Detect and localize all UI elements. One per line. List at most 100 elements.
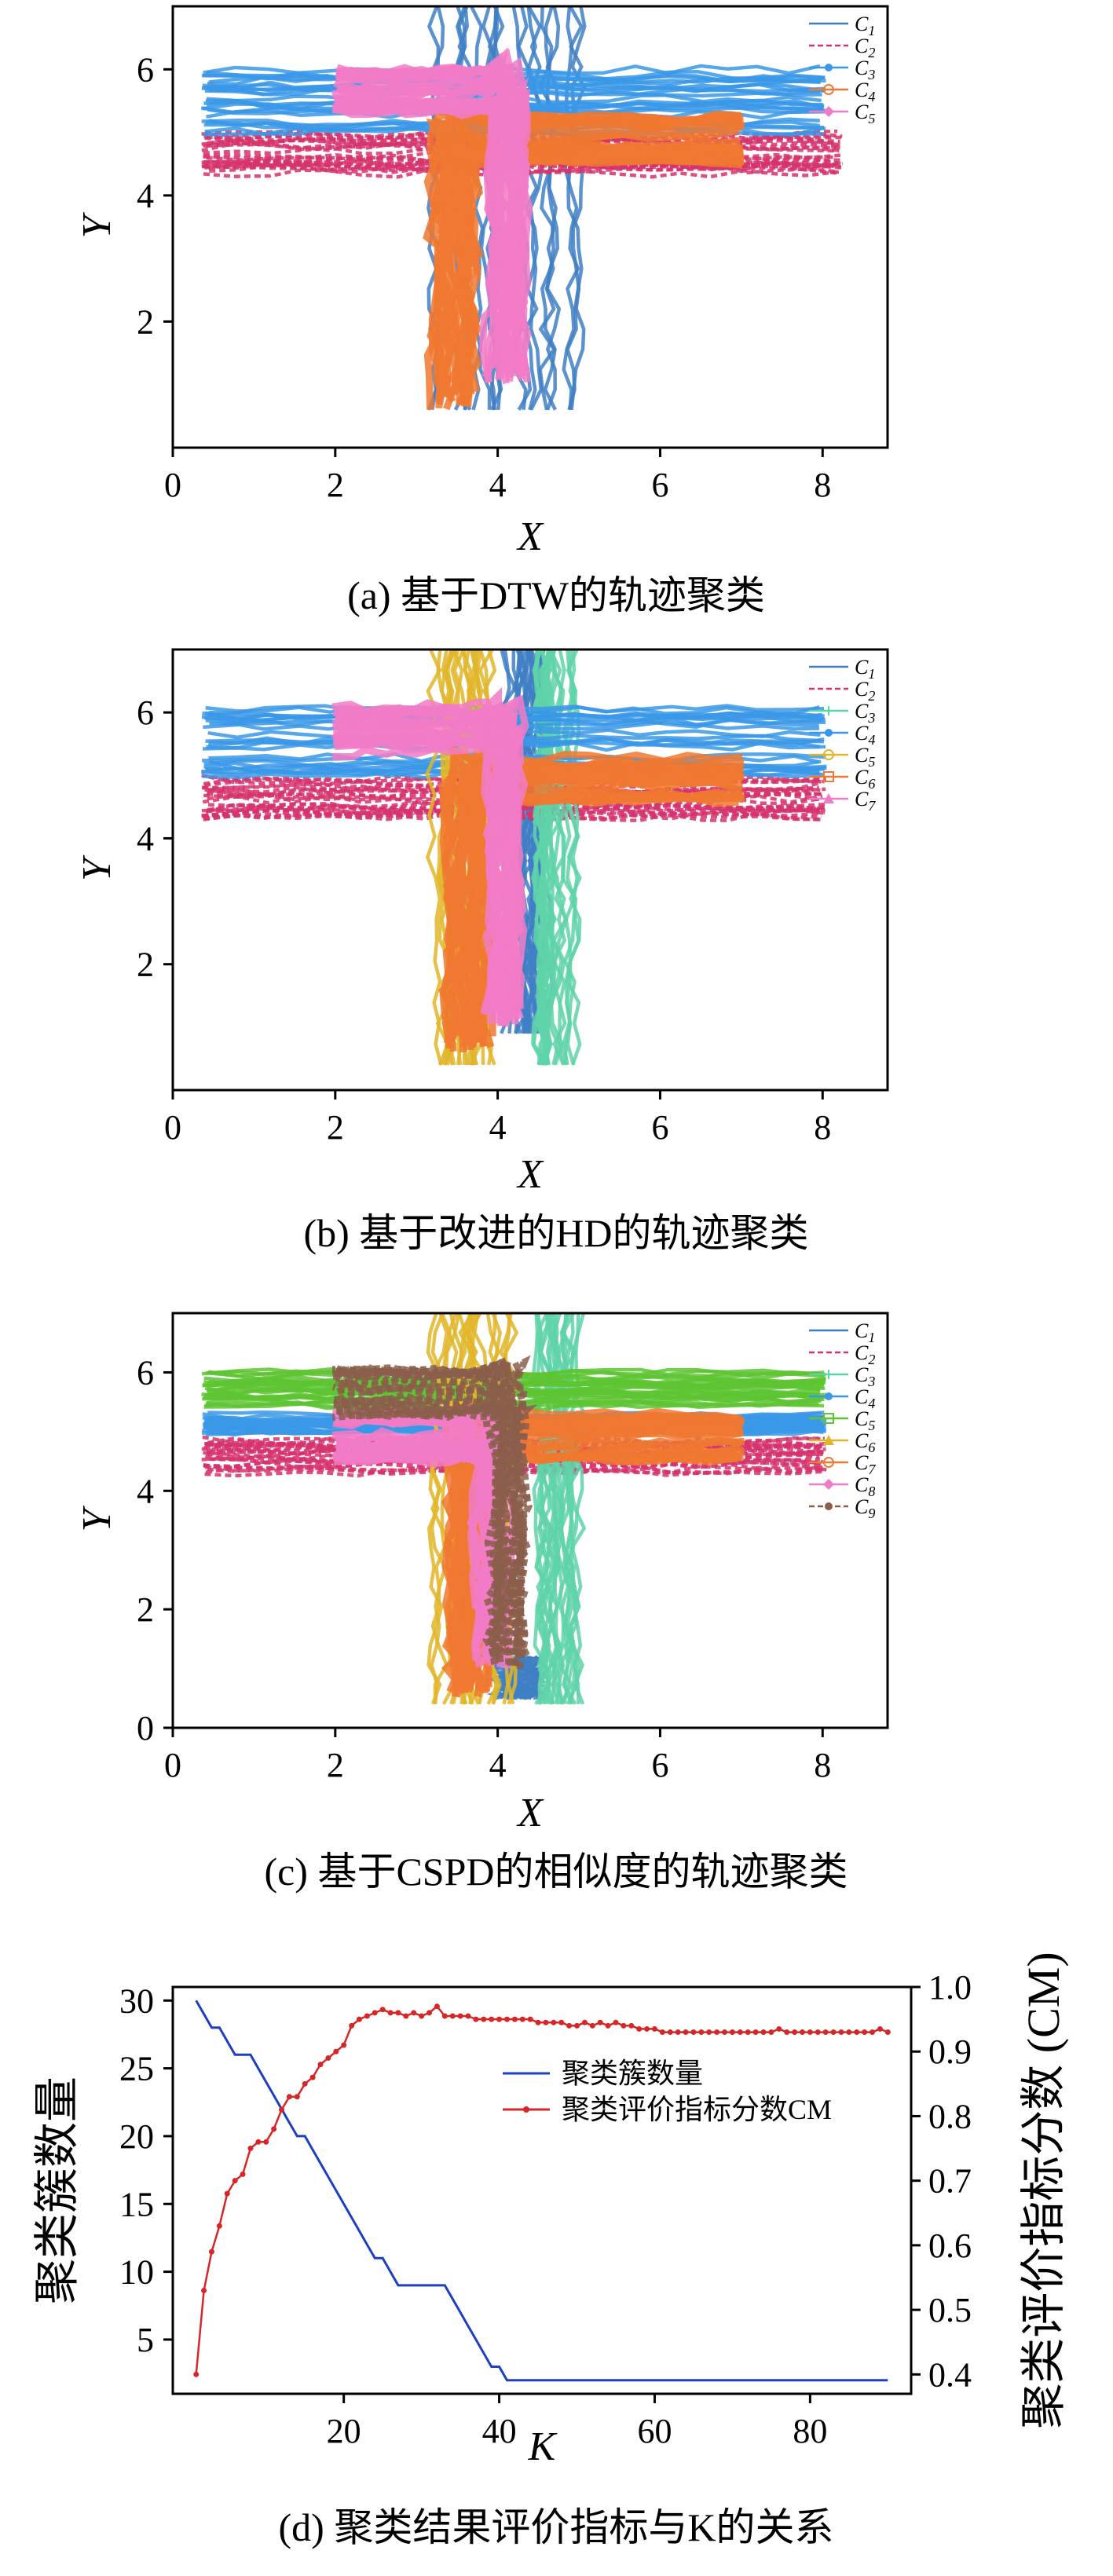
x-tick-label: 8: [814, 1746, 831, 1784]
legend-marker: [825, 729, 833, 737]
plot-frame: [171, 648, 889, 1092]
x-tick-label: 0: [164, 1108, 181, 1147]
x-tick-label: 6: [651, 1108, 668, 1147]
cm-point: [224, 2190, 230, 2197]
cm-point: [341, 2042, 347, 2048]
trajectory-line: [207, 787, 821, 799]
legend-label: C7: [855, 788, 876, 814]
legend-marker: [823, 106, 834, 117]
plot-frame: [171, 1312, 889, 1729]
legend-marker: [825, 1502, 833, 1510]
legend-label: C6: [855, 1429, 875, 1455]
trajectory-line: [207, 782, 821, 794]
trajectory-line: [203, 1462, 827, 1473]
legend-label-main: C: [855, 722, 869, 745]
y-tick-label: 6: [137, 693, 154, 732]
y-right-tick-label: 0.9: [928, 2033, 972, 2071]
panel-caption: (a) 基于DTW的轨迹聚类: [347, 573, 765, 617]
legend-label-sub: 1: [868, 23, 875, 38]
legend-label: C6: [855, 766, 875, 792]
cm-point: [395, 2010, 401, 2016]
cm-point: [216, 2223, 222, 2229]
y-left-tick-label: 20: [119, 2117, 154, 2156]
legend-marker: [823, 1435, 834, 1445]
cm-point: [737, 2029, 743, 2036]
y-tick-label: 2: [137, 1590, 154, 1629]
x-axis-label: X: [516, 1152, 544, 1197]
y-left-tick-label: 25: [119, 2050, 154, 2088]
cm-point: [768, 2029, 774, 2036]
cm-point: [807, 2029, 813, 2036]
series-c8: [331, 1399, 518, 1669]
legend-marker: [825, 1392, 833, 1400]
series-cluster-count: [195, 2000, 888, 2382]
legend-label-sub: 2: [868, 45, 875, 60]
x-tick-label: 2: [327, 1746, 344, 1784]
cm-point: [372, 2010, 378, 2016]
legend-label-main: C: [855, 1407, 869, 1430]
cm-point: [263, 2139, 269, 2145]
series-cm-score: [193, 2003, 891, 2377]
panel-caption: (d) 聚类结果评价指标与K的关系: [279, 2505, 834, 2549]
y-left-tick-label: 15: [119, 2185, 154, 2223]
cm-point: [279, 2106, 285, 2113]
cm-point: [496, 2016, 503, 2022]
trajectory-line: [442, 743, 744, 1052]
panel-caption: (c) 基于CSPD的相似度的轨迹聚类: [264, 1850, 848, 1894]
cm-point: [659, 2029, 665, 2036]
x-tick-label: 8: [814, 1108, 831, 1147]
cm-point: [356, 2016, 362, 2022]
legend-label: 聚类评价指标分数CM: [562, 2094, 832, 2125]
cm-point: [527, 2016, 533, 2022]
cm-point: [403, 2013, 409, 2019]
legend-label: C3: [855, 700, 875, 726]
cm-point: [387, 2010, 394, 2016]
y-right-tick-label: 0.6: [928, 2227, 972, 2265]
legend-label: C2: [855, 1341, 875, 1367]
cm-point: [193, 2371, 200, 2377]
legend-label-sub: 7: [868, 1462, 876, 1477]
trajectory-line: [337, 1407, 496, 1661]
legend-label: C1: [855, 1319, 875, 1345]
y-tick-label: 2: [137, 946, 154, 984]
cm-point: [325, 2055, 331, 2061]
legend-label-sub: 1: [868, 1330, 875, 1345]
x-tick-label: 0: [164, 466, 181, 504]
cm-point: [286, 2094, 292, 2100]
x-tick-label: 2: [327, 1108, 344, 1147]
legend-marker: [823, 1413, 834, 1424]
panel-d: 20 40 60 80 5 10 15 20 25 30 0.4 0.5 0.6 0.7 0.8 0.9 1.0…: [31, 1952, 1069, 2549]
legend-label-sub: 2: [868, 1352, 875, 1367]
legend-label-main: C: [855, 1363, 869, 1386]
trajectory-line: [204, 1441, 824, 1452]
legend-label-sub: 4: [868, 89, 875, 104]
cm-point: [799, 2029, 805, 2036]
legend-label-main: C: [855, 101, 869, 123]
cm-point: [558, 2019, 565, 2025]
cm-point: [481, 2016, 487, 2022]
cm-point: [729, 2029, 735, 2036]
y-tick-label: 0: [137, 1709, 154, 1747]
cm-point: [441, 2013, 448, 2019]
legend-label: 聚类簇数量: [562, 2058, 703, 2089]
x-tick-label: 60: [637, 2412, 672, 2450]
cm-point: [240, 2171, 246, 2177]
legend-label-sub: 3: [867, 67, 875, 82]
cm-point: [271, 2126, 277, 2132]
series-c5: [331, 46, 533, 385]
x-tick-label: 4: [489, 1746, 507, 1784]
cm-point: [690, 2029, 697, 2036]
x-tick-label: 80: [793, 2412, 827, 2450]
trajectory-line: [423, 118, 745, 410]
x-tick-label: 0: [164, 1746, 181, 1784]
y-right-axis-label: 聚类评价指标分数 (CM): [1018, 1952, 1069, 2428]
y-tick-label: 4: [137, 819, 154, 858]
cm-point: [566, 2022, 573, 2029]
legend-label-main: C: [855, 1495, 869, 1518]
cm-point: [302, 2080, 308, 2087]
legend-label-main: C: [855, 678, 869, 701]
